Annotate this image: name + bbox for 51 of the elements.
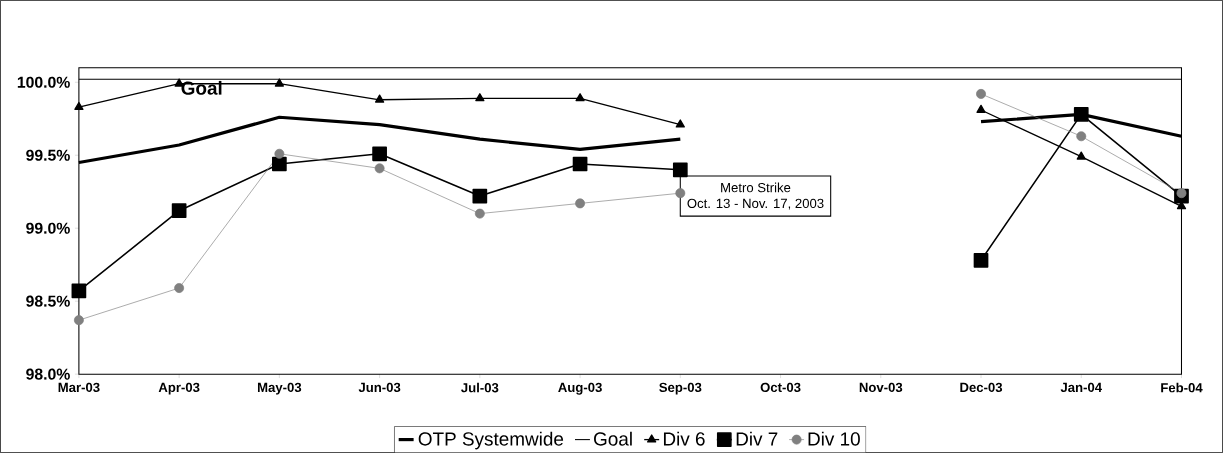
legend-label: Goal [594, 431, 632, 446]
point [374, 163, 385, 174]
x-tick-label: Apr-03 [158, 382, 200, 395]
point [976, 88, 986, 99]
point [374, 94, 385, 103]
y-tick-label: 98.5% [26, 295, 70, 307]
x-tick-label: May-03 [257, 382, 302, 395]
x-tick-label: Sep-03 [659, 382, 702, 395]
x-tick-label: Jun-03 [358, 382, 401, 393]
point [1073, 106, 1089, 122]
annotation: Metro Strike [721, 182, 791, 193]
point [272, 156, 287, 172]
legend-label: Div 6 [663, 431, 705, 446]
point [472, 188, 488, 204]
point [976, 104, 986, 113]
point [475, 93, 485, 102]
point [372, 146, 387, 162]
point [1176, 188, 1187, 199]
point [73, 315, 84, 326]
point [71, 283, 87, 299]
point [675, 119, 685, 128]
x-tick-label: Dec-03 [960, 382, 1003, 393]
y-tick-label: 99.5% [26, 149, 70, 161]
point [174, 283, 185, 293]
legend-label: Div 7 [736, 431, 778, 446]
point [274, 148, 285, 159]
point [572, 156, 588, 172]
y-tick-label: 100.0% [17, 76, 70, 88]
legend-label: Div 10 [808, 431, 860, 446]
annotation: Oct. 13 - Nov. 17, 2003 [687, 198, 824, 210]
x-tick-label: Jul-03 [461, 382, 499, 393]
point [1076, 131, 1087, 142]
point [575, 93, 585, 102]
x-tick-label: Mar-03 [58, 382, 100, 393]
x-tick-label: Nov-03 [859, 382, 903, 393]
legend-label: OTP Systemwide [418, 431, 564, 450]
point [1076, 151, 1086, 160]
y-tick-label: 98.0% [26, 368, 70, 380]
x-tick-label: Jan-04 [1060, 382, 1102, 393]
point [474, 208, 485, 219]
point [274, 78, 285, 87]
x-tick-label: Aug-03 [558, 382, 602, 395]
x-tick-label: Oct-03 [760, 382, 801, 393]
point [171, 203, 187, 219]
point [672, 162, 688, 178]
x-tick-label: Feb-04 [1161, 382, 1203, 393]
point [973, 252, 989, 268]
y-tick-label: 99.0% [26, 222, 70, 234]
point [675, 188, 686, 199]
point [575, 198, 585, 209]
point [74, 101, 84, 111]
